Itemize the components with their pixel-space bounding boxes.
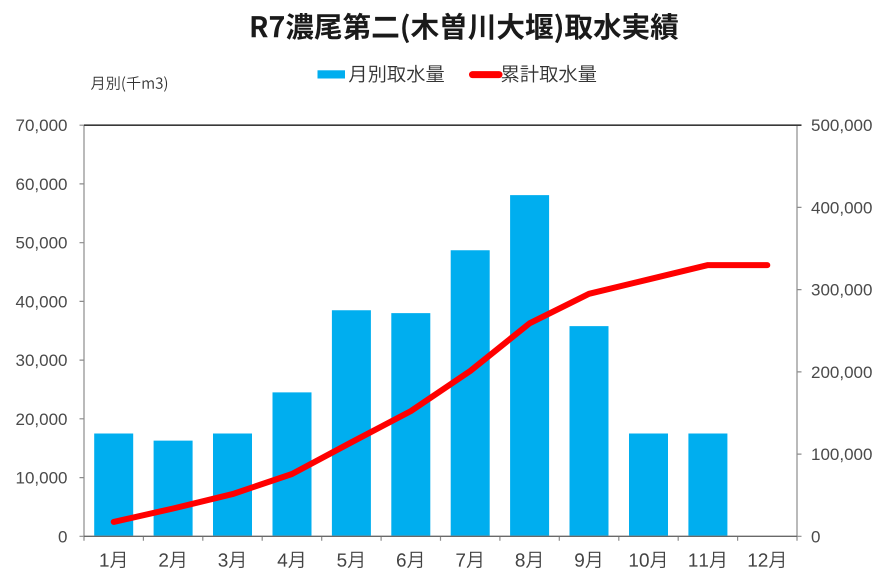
svg-text:200,000: 200,000	[811, 363, 872, 382]
svg-text:0: 0	[811, 527, 820, 546]
svg-text:50,000: 50,000	[16, 234, 68, 253]
svg-text:60,000: 60,000	[16, 175, 68, 194]
svg-text:30,000: 30,000	[16, 351, 68, 370]
svg-text:300,000: 300,000	[811, 281, 872, 300]
svg-text:10,000: 10,000	[16, 469, 68, 488]
svg-text:100,000: 100,000	[811, 445, 872, 464]
svg-text:500,000: 500,000	[811, 116, 872, 135]
svg-text:400,000: 400,000	[811, 198, 872, 217]
svg-text:70,000: 70,000	[16, 116, 68, 135]
svg-text:40,000: 40,000	[16, 292, 68, 311]
svg-text:0: 0	[58, 527, 67, 546]
svg-text:20,000: 20,000	[16, 410, 68, 429]
